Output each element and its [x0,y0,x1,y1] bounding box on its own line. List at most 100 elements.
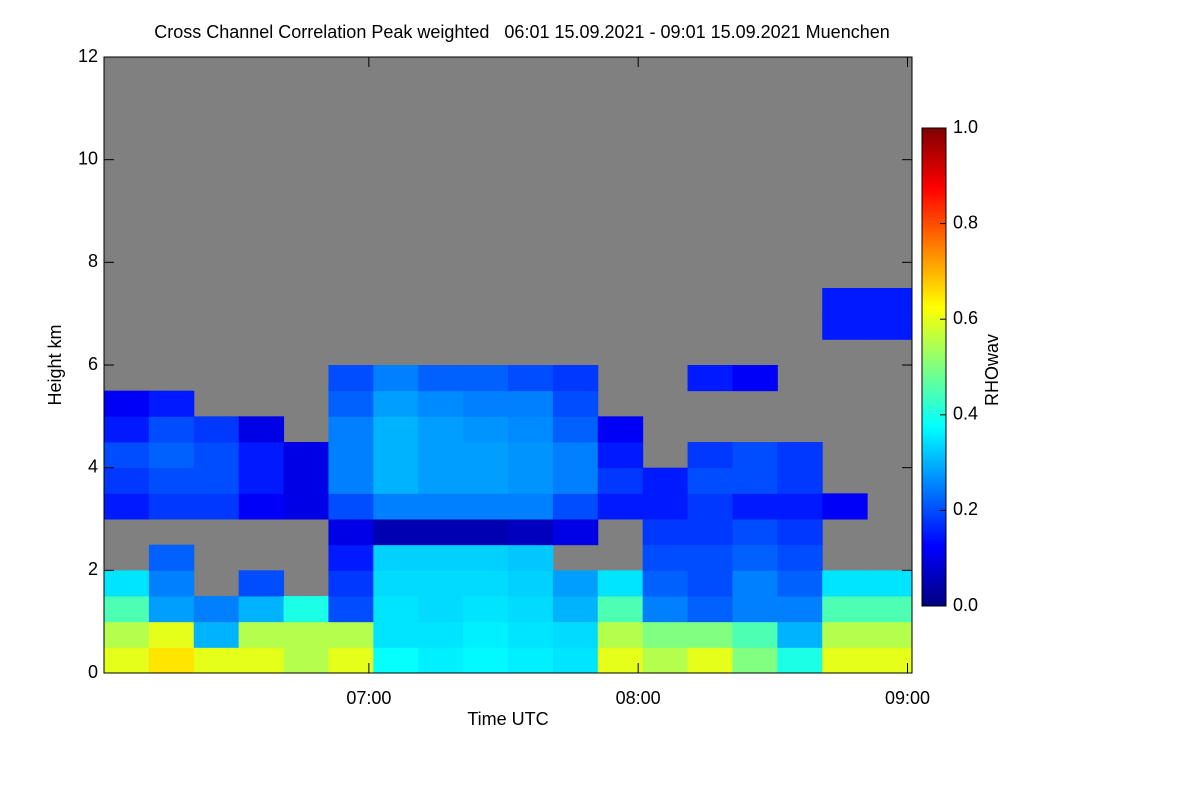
heatmap-cell [822,647,868,674]
heatmap-cell [508,596,554,623]
heatmap-cell [508,544,554,571]
heatmap-cell [552,467,599,494]
heatmap-cell [463,596,509,623]
heatmap-cell [777,467,823,494]
heatmap-cell [508,493,554,520]
heatmap-cell [373,365,419,392]
colorbar-label: RHOwav [982,334,1002,406]
heatmap-cell [552,519,599,546]
y-tick-label: 10 [78,148,98,168]
heatmap-cell [687,544,733,571]
heatmap-cell [552,596,599,623]
heatmap-cell [867,313,913,340]
heatmap-cell [642,493,689,520]
y-tick-label: 2 [88,559,98,579]
heatmap-cell [418,416,464,443]
heatmap-cell [687,365,733,392]
heatmap-cell [418,570,464,597]
heatmap-cell [508,467,554,494]
colorbar-tick-label: 0.0 [953,595,978,615]
heatmap-cell [732,621,778,648]
y-tick-label: 4 [88,456,98,476]
heatmap-cell [148,493,195,520]
heatmap-cell [552,621,599,648]
heatmap-cell [328,467,374,494]
heatmap-cell [508,365,554,392]
heatmap-cell [463,621,509,648]
heatmap-cell [552,647,599,674]
x-tick-label: 09:00 [885,688,930,708]
heatmap-cell [597,570,644,597]
heatmap-cell [283,493,329,520]
heatmap-cell [238,442,285,469]
x-tick-label: 08:00 [616,688,661,708]
heatmap-cell [148,544,195,571]
heatmap-cell [283,647,329,674]
heatmap-cell [463,544,509,571]
heatmap-cell [104,416,150,443]
heatmap-cell [373,596,419,623]
heatmap-cell [867,647,913,674]
heatmap-cell [732,647,778,674]
heatmap-cell [328,621,374,648]
x-axis-label: Time UTC [467,709,548,729]
heatmap-cell [777,596,823,623]
heatmap-cell [328,442,374,469]
heatmap-cell [328,647,374,674]
heatmap-cell [418,596,464,623]
heatmap-cell [508,416,554,443]
heatmap-cell [687,596,733,623]
colorbar-tick-label: 0.4 [953,404,978,424]
heatmap-cell [148,570,195,597]
heatmap-cell [104,442,150,469]
heatmap-cell [732,442,778,469]
heatmap-cell [822,570,868,597]
heatmap-cell [687,570,733,597]
heatmap-cell [193,467,240,494]
heatmap-cell [463,390,509,417]
heatmap-cell [373,467,419,494]
heatmap-cell [777,544,823,571]
heatmap-cell [597,467,644,494]
heatmap-cell [373,416,419,443]
heatmap-cell [642,621,689,648]
heatmap-cell [148,442,195,469]
y-tick-label: 6 [88,354,98,374]
heatmap-cell [597,596,644,623]
heatmap-cell [104,390,150,417]
heatmap-cell [508,390,554,417]
heatmap-cell [373,647,419,674]
heatmap-cell [373,621,419,648]
heatmap-cell [238,596,285,623]
heatmap-cell [552,365,599,392]
heatmap-cell [283,621,329,648]
heatmap-cell [463,493,509,520]
heatmap-cell [463,442,509,469]
heatmap-cell [148,390,195,417]
heatmap-cell [597,493,644,520]
heatmap-cell [328,570,374,597]
heatmap-cell [373,390,419,417]
heatmap-cell [777,493,823,520]
heatmap-cell [777,621,823,648]
heatmap-cell [687,442,733,469]
heatmap-cell [732,467,778,494]
heatmap-cell [373,519,419,546]
heatmap-cell [238,621,285,648]
heatmap-cell [328,596,374,623]
heatmap-cell [732,519,778,546]
plot-area [104,57,913,674]
heatmap-cell [418,365,464,392]
heatmap-cell [552,570,599,597]
heatmap-cell [238,647,285,674]
colorbar-tick-label: 1.0 [953,117,978,137]
heatmap-cell [328,493,374,520]
x-tick-label: 07:00 [346,688,391,708]
heatmap-cell [687,493,733,520]
heatmap-cell [597,621,644,648]
heatmap-cell [328,519,374,546]
heatmap-cell [418,442,464,469]
colorbar-tick-label: 0.8 [953,212,978,232]
heatmap-cell [328,390,374,417]
heatmap-cell [508,621,554,648]
